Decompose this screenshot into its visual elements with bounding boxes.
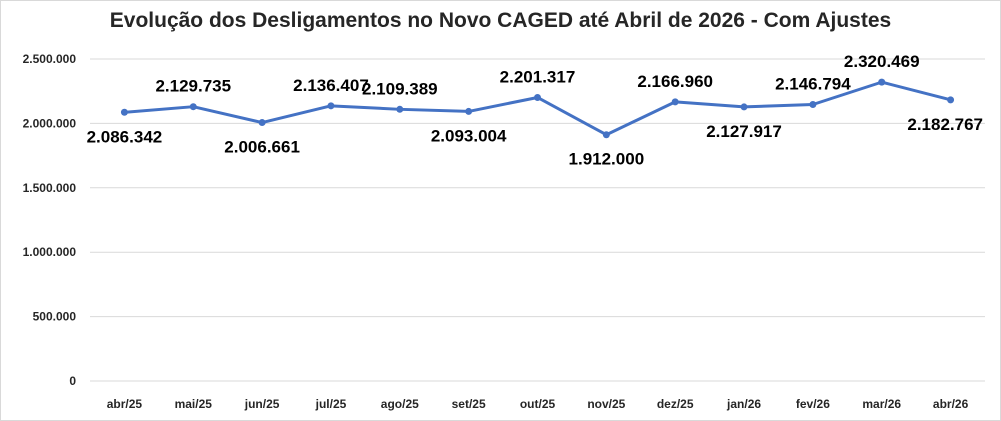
data-point	[189, 103, 197, 111]
data-label: 2.006.661	[224, 138, 300, 157]
x-tick-label: jan/26	[726, 397, 761, 411]
x-tick-label: jul/25	[315, 397, 347, 411]
data-point	[671, 98, 679, 106]
x-tick-label: fev/26	[796, 397, 830, 411]
y-tick-label: 2.000.000	[23, 116, 77, 130]
y-tick-label: 1.000.000	[23, 245, 77, 259]
x-tick-label: jun/25	[244, 397, 280, 411]
data-label: 2.109.389	[362, 79, 438, 98]
data-label: 2.166.960	[637, 72, 713, 91]
data-point	[878, 78, 886, 86]
y-tick-label: 2.500.000	[23, 52, 77, 66]
x-tick-label: dez/25	[657, 397, 694, 411]
data-label: 2.201.317	[500, 67, 576, 86]
x-tick-label: nov/25	[587, 397, 625, 411]
y-tick-label: 1.500.000	[23, 181, 77, 195]
data-point	[947, 96, 955, 104]
data-point	[602, 131, 610, 139]
data-point	[534, 93, 541, 101]
data-label: 1.912.000	[569, 150, 645, 169]
y-tick-label: 500.000	[33, 310, 77, 324]
data-label: 2.129.735	[155, 77, 231, 96]
data-point	[465, 107, 473, 115]
data-point	[258, 119, 266, 127]
x-tick-label: mai/25	[175, 397, 213, 411]
x-tick-label: set/25	[452, 397, 486, 411]
x-tick-label: abr/25	[107, 397, 143, 411]
x-tick-label: mar/26	[862, 397, 901, 411]
x-tick-label: abr/26	[933, 397, 969, 411]
data-label: 2.320.469	[844, 52, 920, 71]
y-tick-label: 0	[69, 374, 76, 388]
data-label: 2.093.004	[431, 126, 507, 145]
data-label: 2.127.917	[706, 122, 782, 141]
chart-title: Evolução dos Desligamentos no Novo CAGED…	[109, 9, 892, 32]
data-point	[120, 108, 128, 116]
data-point	[809, 100, 817, 108]
data-point	[396, 105, 404, 113]
data-point	[740, 103, 748, 111]
data-label: 2.146.794	[775, 74, 851, 93]
x-tick-label: out/25	[520, 397, 556, 411]
data-label: 2.136.407	[293, 76, 369, 95]
data-label: 2.182.767	[907, 115, 983, 134]
data-point	[327, 102, 335, 110]
x-tick-label: ago/25	[381, 397, 419, 411]
data-label: 2.086.342	[87, 127, 163, 146]
